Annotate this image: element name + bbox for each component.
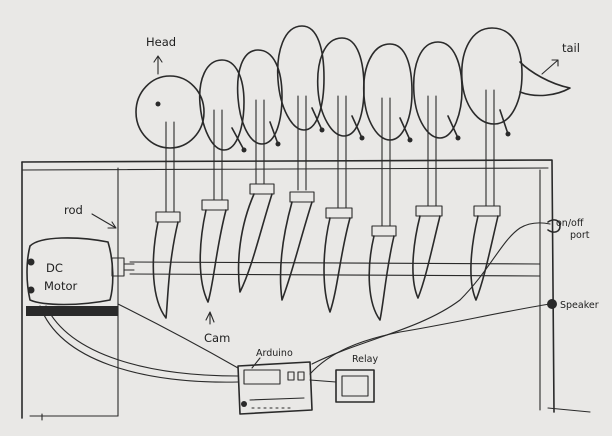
dc-motor-label-line2: Motor bbox=[44, 279, 78, 293]
body-segment-4 bbox=[316, 37, 365, 137]
relay-label: Relay bbox=[352, 354, 378, 365]
dc-motor: DC Motor bbox=[26, 237, 135, 306]
head-label: Head bbox=[146, 35, 176, 49]
body-segment-1 bbox=[198, 59, 245, 151]
rod-annotation: rod bbox=[64, 203, 117, 229]
head-annotation: Head bbox=[146, 35, 176, 75]
frame-box bbox=[21, 159, 591, 421]
speaker-label: Speaker bbox=[560, 300, 599, 311]
body-segment-2 bbox=[236, 49, 283, 145]
head-segment bbox=[135, 75, 205, 149]
arduino-board: Arduino bbox=[237, 348, 313, 415]
cam-annotation: Cam bbox=[204, 311, 230, 345]
body-segment-6 bbox=[412, 41, 463, 139]
rod-label: rod bbox=[64, 203, 83, 217]
tail-label: tail bbox=[562, 41, 580, 55]
wires bbox=[39, 222, 551, 383]
tail-annotation: tail bbox=[541, 41, 580, 75]
cam-label: Cam bbox=[204, 331, 230, 345]
motor-mount-plate bbox=[26, 306, 118, 316]
relay-module: Relay bbox=[335, 354, 378, 403]
body-spikes bbox=[231, 107, 511, 153]
arduino-label: Arduino bbox=[256, 348, 293, 359]
speaker-icon bbox=[547, 299, 557, 309]
speaker: Speaker bbox=[547, 299, 599, 311]
cam-followers bbox=[155, 183, 501, 237]
cams bbox=[152, 193, 499, 321]
dc-motor-label-line1: DC bbox=[46, 261, 63, 275]
on-off-label-line1: on/off bbox=[556, 218, 584, 229]
tail bbox=[519, 61, 571, 97]
on-off-port: on/off port bbox=[547, 218, 590, 241]
on-off-label-line2: port bbox=[570, 230, 590, 241]
push-rods bbox=[165, 89, 495, 227]
